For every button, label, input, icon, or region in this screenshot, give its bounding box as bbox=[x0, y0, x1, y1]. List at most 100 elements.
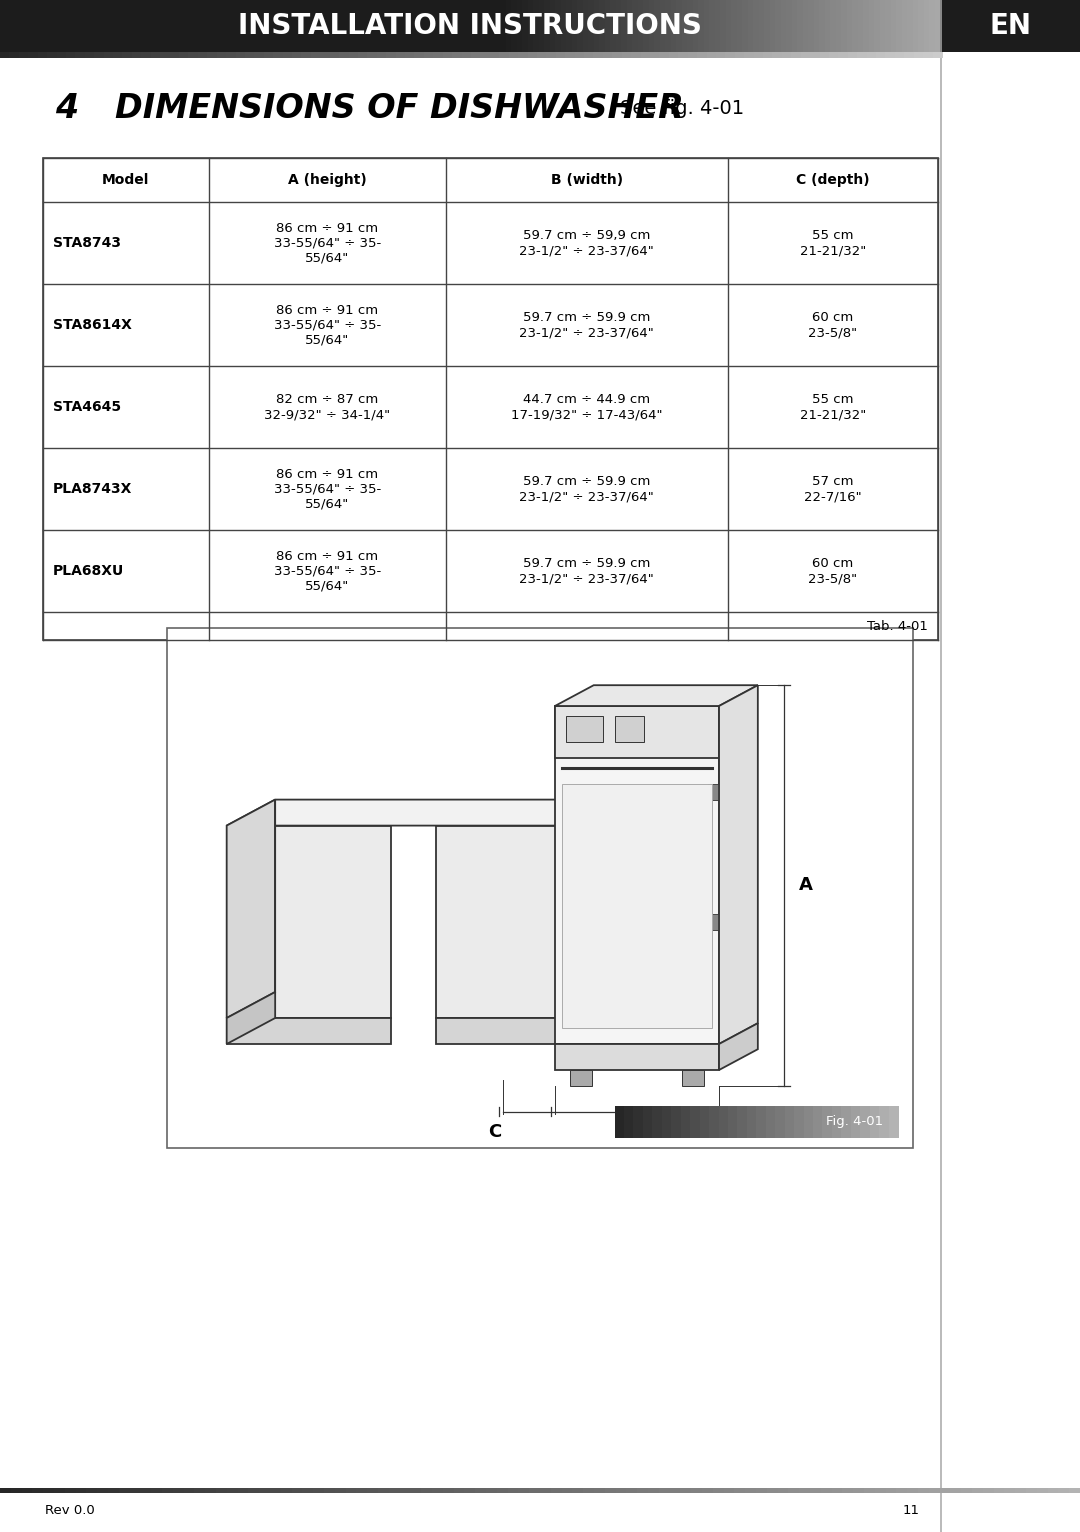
Bar bbox=[335, 1488, 347, 1494]
Bar bbox=[566, 0, 572, 52]
Bar bbox=[836, 0, 842, 52]
Bar bbox=[799, 1488, 811, 1494]
Bar bbox=[624, 1106, 634, 1138]
Bar bbox=[170, 52, 180, 58]
Bar bbox=[896, 0, 903, 52]
Bar bbox=[313, 1488, 325, 1494]
Bar bbox=[754, 52, 764, 58]
Bar bbox=[804, 1106, 814, 1138]
Bar bbox=[918, 0, 924, 52]
Bar bbox=[594, 52, 604, 58]
Bar bbox=[0, 52, 11, 58]
Bar bbox=[104, 52, 114, 58]
Bar bbox=[555, 706, 719, 1043]
Bar bbox=[433, 52, 444, 58]
Bar bbox=[762, 52, 773, 58]
Bar bbox=[767, 1488, 779, 1494]
Bar bbox=[1015, 1488, 1027, 1494]
Bar bbox=[728, 1106, 739, 1138]
Bar bbox=[622, 52, 632, 58]
Text: DIMENSIONS OF DISHWASHER: DIMENSIONS OF DISHWASHER bbox=[114, 92, 684, 124]
Bar bbox=[810, 52, 821, 58]
Bar bbox=[648, 0, 654, 52]
Text: C (depth): C (depth) bbox=[796, 173, 869, 187]
Bar bbox=[691, 1488, 703, 1494]
Bar bbox=[800, 52, 811, 58]
Bar bbox=[1048, 1488, 1059, 1494]
Bar bbox=[583, 1488, 595, 1494]
Polygon shape bbox=[227, 800, 275, 1017]
Bar bbox=[248, 1488, 260, 1494]
Bar bbox=[747, 0, 754, 52]
Bar bbox=[339, 52, 350, 58]
Bar bbox=[167, 628, 913, 1147]
Bar bbox=[346, 1488, 357, 1494]
Bar bbox=[875, 1488, 887, 1494]
Bar bbox=[443, 1488, 455, 1494]
Bar bbox=[626, 1488, 638, 1494]
Bar bbox=[324, 1488, 336, 1494]
Bar bbox=[697, 52, 707, 58]
Bar bbox=[565, 52, 576, 58]
Bar bbox=[940, 1488, 951, 1494]
Bar bbox=[648, 1488, 660, 1494]
Bar bbox=[518, 52, 528, 58]
Bar bbox=[497, 1488, 509, 1494]
Text: INSTALLATION INSTRUCTIONS: INSTALLATION INSTRUCTIONS bbox=[238, 12, 702, 40]
Bar bbox=[395, 52, 406, 58]
Bar bbox=[122, 52, 133, 58]
Bar bbox=[119, 1488, 131, 1494]
Bar bbox=[631, 52, 642, 58]
Bar bbox=[708, 0, 715, 52]
Bar bbox=[522, 0, 528, 52]
Bar bbox=[681, 1069, 704, 1086]
Bar bbox=[718, 1106, 729, 1138]
Bar bbox=[563, 784, 712, 1028]
Bar bbox=[435, 826, 570, 1017]
Bar bbox=[226, 52, 237, 58]
Bar bbox=[518, 1488, 530, 1494]
Bar bbox=[84, 52, 95, 58]
Bar bbox=[853, 1488, 865, 1494]
Bar bbox=[238, 1488, 249, 1494]
Bar bbox=[687, 0, 693, 52]
Bar bbox=[378, 1488, 390, 1494]
Text: 59.7 cm ÷ 59.9 cm
23-1/2" ÷ 23-37/64": 59.7 cm ÷ 59.9 cm 23-1/2" ÷ 23-37/64" bbox=[519, 311, 654, 339]
Bar bbox=[879, 0, 886, 52]
Bar bbox=[734, 1488, 746, 1494]
Bar bbox=[235, 52, 246, 58]
Bar bbox=[802, 0, 809, 52]
Bar bbox=[731, 0, 738, 52]
Text: Model: Model bbox=[103, 173, 149, 187]
Bar bbox=[660, 0, 666, 52]
Bar bbox=[766, 1106, 777, 1138]
Bar bbox=[572, 1488, 584, 1494]
Bar bbox=[610, 0, 617, 52]
Bar bbox=[726, 0, 732, 52]
Text: PLA68XU: PLA68XU bbox=[53, 564, 124, 578]
Bar bbox=[813, 0, 820, 52]
Bar bbox=[896, 1488, 908, 1494]
Bar bbox=[499, 52, 510, 58]
Bar bbox=[874, 0, 880, 52]
Bar bbox=[11, 1488, 23, 1494]
Bar bbox=[747, 1106, 757, 1138]
Bar bbox=[551, 1488, 563, 1494]
Bar bbox=[130, 1488, 141, 1494]
Bar bbox=[270, 1488, 282, 1494]
Bar bbox=[863, 0, 869, 52]
Bar bbox=[831, 0, 837, 52]
Bar bbox=[356, 1488, 368, 1494]
Bar bbox=[207, 52, 218, 58]
Bar bbox=[707, 915, 719, 930]
Bar bbox=[615, 717, 645, 743]
Bar bbox=[508, 1488, 519, 1494]
Bar bbox=[544, 0, 551, 52]
Bar bbox=[603, 52, 613, 58]
Bar bbox=[950, 1488, 962, 1494]
Bar bbox=[509, 52, 519, 58]
Text: STA8614X: STA8614X bbox=[53, 319, 132, 332]
Text: C: C bbox=[488, 1123, 502, 1141]
Bar bbox=[726, 52, 735, 58]
Bar bbox=[475, 1488, 487, 1494]
